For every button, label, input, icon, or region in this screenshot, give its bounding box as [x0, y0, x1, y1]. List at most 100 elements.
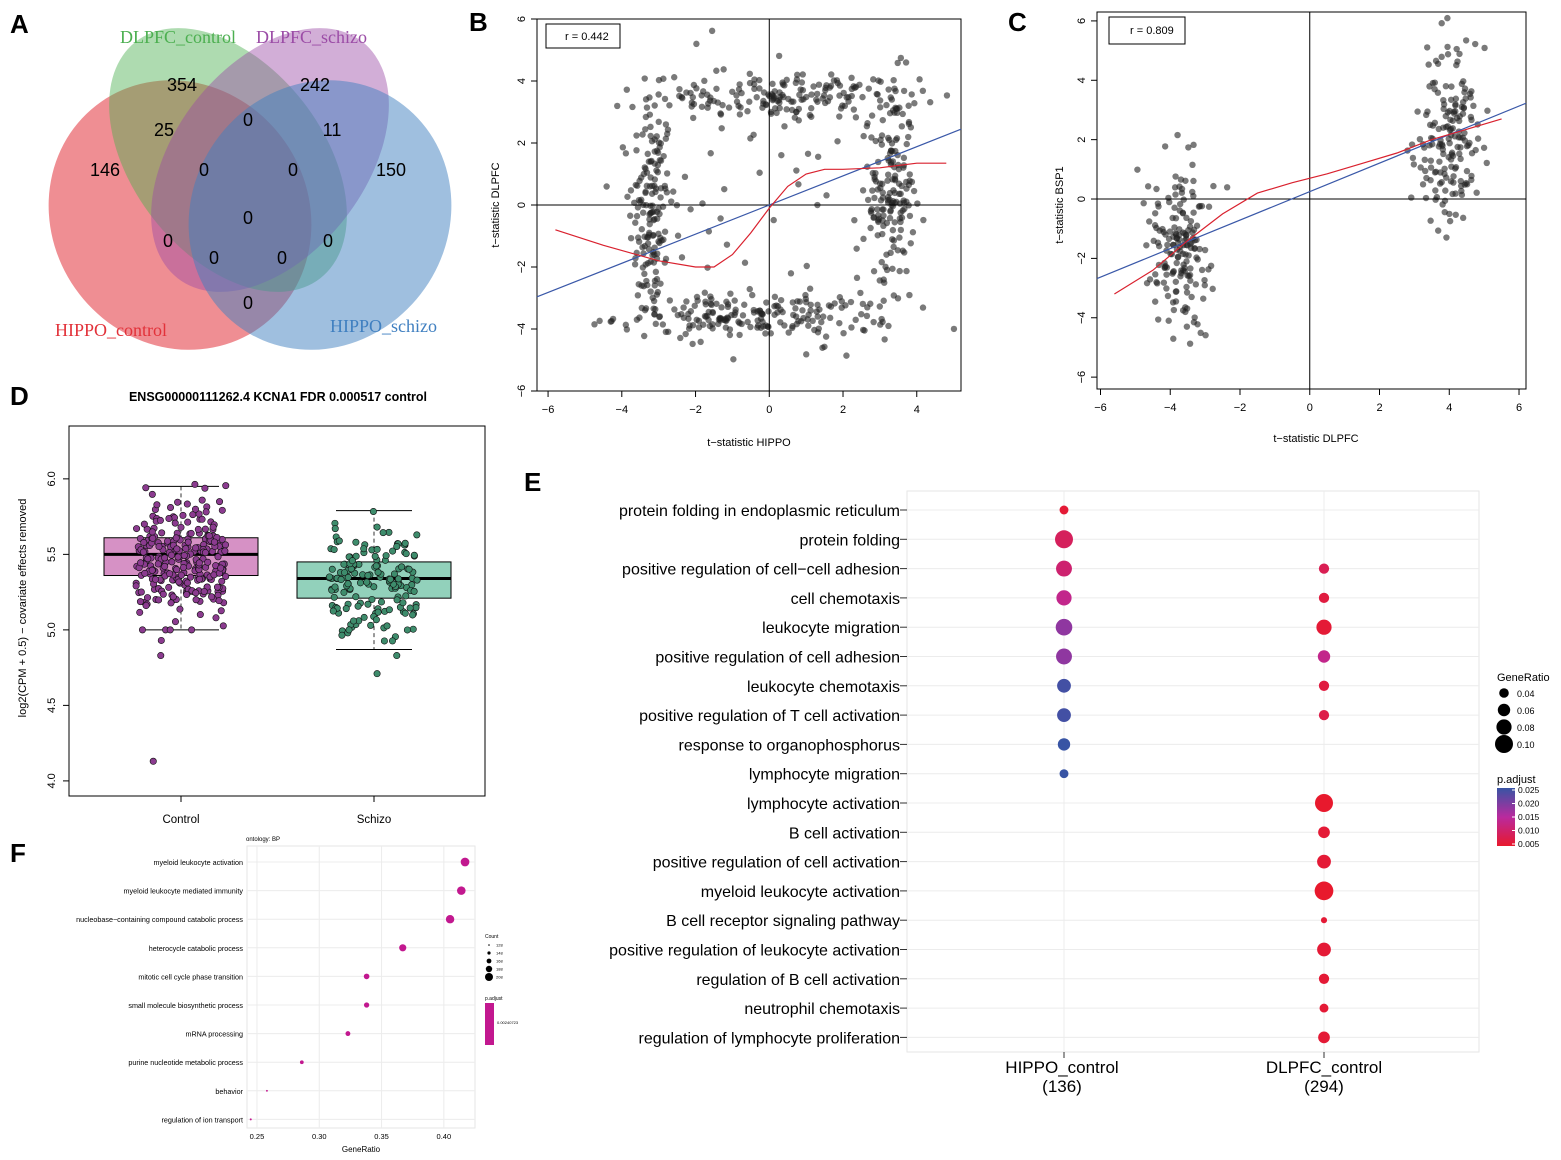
data-point [1183, 214, 1190, 222]
term-label: neutrophil chemotaxis [744, 1001, 900, 1018]
data-point [657, 157, 665, 164]
data-point [1198, 266, 1206, 274]
data-point [875, 77, 882, 84]
enrichment-dot [363, 973, 370, 980]
term-label: myeloid leukocyte mediated immunity [124, 887, 244, 896]
data-point [1458, 187, 1465, 195]
data-point [897, 226, 905, 234]
data-point [910, 187, 918, 195]
data-point [1180, 267, 1187, 274]
data-point [872, 137, 879, 145]
data-point [373, 523, 381, 531]
venn-count: 0 [243, 293, 253, 313]
data-point [191, 505, 199, 513]
data-point [1448, 163, 1455, 170]
term-label: protein folding in endoplasmic reticulum [619, 503, 900, 520]
data-point [647, 258, 654, 265]
data-point [763, 299, 770, 306]
data-point [195, 510, 203, 518]
data-point [769, 80, 776, 88]
data-point [393, 542, 401, 550]
data-point [156, 516, 164, 524]
size-legend-dot [1499, 688, 1509, 698]
data-point [735, 102, 742, 110]
data-point [815, 325, 822, 332]
size-legend-label: 0.04 [1517, 689, 1535, 699]
data-point [1210, 182, 1217, 190]
data-point [1185, 144, 1192, 151]
data-point [1417, 164, 1424, 171]
data-point [825, 302, 833, 309]
data-point [753, 94, 760, 101]
data-point [668, 198, 675, 205]
data-point [891, 163, 898, 171]
enrichment-dot [460, 857, 470, 867]
data-point [1165, 235, 1173, 243]
data-point [641, 242, 648, 250]
data-point [200, 587, 208, 595]
data-point [655, 118, 662, 126]
data-point [195, 559, 203, 567]
data-point [1151, 298, 1159, 305]
data-point [373, 545, 381, 553]
data-point [1426, 83, 1433, 90]
data-point [1435, 125, 1442, 133]
data-point [1170, 268, 1177, 275]
data-point [909, 229, 917, 236]
data-point [1183, 231, 1190, 239]
data-point [410, 587, 418, 595]
data-point [402, 592, 410, 600]
data-point [634, 234, 642, 241]
data-point [1456, 50, 1463, 58]
plot-frame [246, 845, 476, 1129]
color-legend-label: 0.005 [1518, 839, 1540, 849]
venn-count: 0 [163, 231, 173, 251]
data-point [730, 356, 737, 363]
data-point [646, 216, 653, 223]
data-point [1171, 204, 1178, 211]
data-point [183, 579, 191, 587]
data-point [1183, 283, 1190, 291]
data-point [639, 209, 647, 216]
data-point [713, 85, 720, 92]
data-point [166, 570, 174, 578]
data-point [683, 298, 690, 305]
data-point [329, 607, 337, 615]
data-point [1146, 218, 1153, 225]
y-tick-label: 6.0 [46, 471, 58, 486]
data-point [1446, 217, 1454, 225]
data-point [889, 198, 897, 205]
data-point [848, 74, 855, 82]
data-point [674, 232, 682, 239]
data-point [374, 568, 382, 576]
data-point [633, 132, 640, 139]
data-point [867, 207, 875, 215]
y-axis-label: log2(CPM + 0.5) − covariate effects remo… [17, 499, 29, 718]
data-point [198, 515, 206, 523]
enrichment-dot [1317, 854, 1331, 869]
data-point [352, 593, 360, 601]
data-point [1134, 166, 1141, 173]
enrichment-dot [1056, 590, 1072, 606]
data-point [722, 324, 730, 331]
data-point [1171, 184, 1179, 191]
data-point [179, 511, 187, 519]
data-point [337, 576, 345, 584]
data-point [655, 230, 662, 238]
data-point [950, 325, 958, 333]
data-point [781, 322, 788, 329]
data-point [330, 593, 338, 601]
enrichment-dot [1315, 794, 1333, 812]
enrichment-dot [1318, 592, 1330, 604]
enrichment-dot [1059, 505, 1069, 515]
data-point [778, 151, 785, 159]
data-point [644, 281, 651, 289]
data-point [173, 545, 181, 553]
data-point [695, 317, 703, 325]
data-point [807, 301, 814, 308]
data-point [725, 104, 733, 111]
data-point [413, 576, 421, 584]
data-point [641, 75, 648, 82]
x-tick-label: −6 [1094, 402, 1107, 414]
data-point [412, 604, 420, 612]
